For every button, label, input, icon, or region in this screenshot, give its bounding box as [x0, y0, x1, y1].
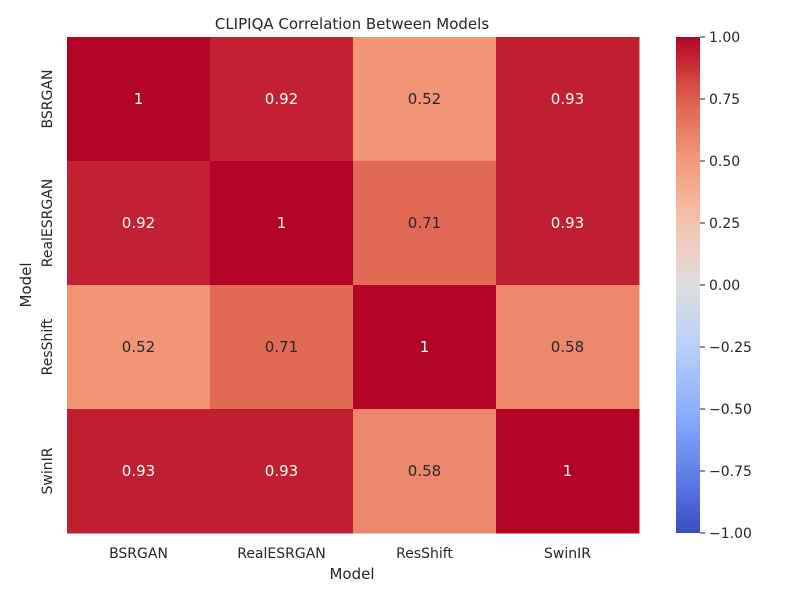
heatmap-cell	[496, 37, 640, 162]
colorbar-tick-label: 1.00	[709, 30, 740, 46]
colorbar-tick-label: 0.75	[709, 92, 740, 108]
colorbar-tick-label: −1.00	[709, 526, 752, 542]
y-tick-label: ResShift	[40, 318, 56, 375]
y-tick-label: SwinIR	[40, 447, 56, 494]
cell-value-label: 1	[420, 338, 430, 356]
y-tick-labels: BSRGAN RealESRGAN ResShift SwinIR	[40, 70, 56, 495]
heatmap-cell	[353, 285, 497, 410]
cell-value-label: 0.92	[265, 90, 298, 108]
x-axis-label: Model	[329, 565, 374, 583]
heatmap-cell	[496, 161, 640, 286]
heatmap-cell	[67, 37, 211, 162]
y-tick-label: BSRGAN	[40, 70, 56, 129]
cell-value-label: 0.93	[122, 462, 155, 480]
heatmap-cell	[67, 409, 211, 534]
heatmap-cell	[496, 285, 640, 410]
x-tick-label: ResShift	[396, 546, 453, 562]
cell-value-label: 0.58	[408, 462, 441, 480]
heatmap-cell	[210, 161, 354, 286]
x-tick-label: RealESRGAN	[237, 546, 326, 562]
colorbar-tick-label: 0.00	[709, 278, 740, 294]
heatmap-cell	[67, 285, 211, 410]
cell-value-label: 0.93	[551, 90, 584, 108]
y-axis-label: Model	[17, 262, 35, 307]
colorbar-tick-label: −0.25	[709, 340, 752, 356]
heatmap-cell	[353, 409, 497, 534]
colorbar-tick-label: 0.50	[709, 154, 740, 170]
heatmap-cell	[67, 161, 211, 286]
colorbar: 1.00 0.75 0.50 0.25 0.00 −0.25 −0.50 −0.75 −1.00	[676, 30, 752, 542]
heatmap-cell	[353, 37, 497, 162]
colorbar-tick-label: −0.75	[709, 464, 752, 480]
cell-value-label: 0.71	[265, 338, 298, 356]
x-tick-label: SwinIR	[544, 546, 591, 562]
y-tick-label: RealESRGAN	[40, 179, 56, 268]
cell-value-label: 0.58	[551, 338, 584, 356]
cell-value-label: 1	[277, 214, 287, 232]
cell-value-label: 0.52	[122, 338, 155, 356]
x-tick-labels: BSRGAN RealESRGAN ResShift SwinIR	[109, 546, 591, 562]
cell-value-label: 0.92	[122, 214, 155, 232]
colorbar-tick-label: 0.25	[709, 216, 740, 232]
cell-value-label: 0.93	[265, 462, 298, 480]
cell-value-label: 1	[134, 90, 144, 108]
heatmap-cell	[210, 37, 354, 162]
cell-value-label: 0.52	[408, 90, 441, 108]
heatmap-cells: 1 0.92 0.52 0.93 0.92 1 0.71 0.93 0.52 0.71 1 0.58 0…	[67, 37, 640, 534]
x-tick-label: BSRGAN	[109, 546, 168, 562]
cell-value-label: 0.93	[551, 214, 584, 232]
colorbar-gradient	[676, 37, 700, 533]
heatmap-cell	[210, 409, 354, 534]
heatmap-cell	[496, 409, 640, 534]
chart-title: CLIPIQA Correlation Between Models	[215, 15, 489, 33]
heatmap-cell	[353, 161, 497, 286]
colorbar-tick-label: −0.50	[709, 402, 752, 418]
heatmap-cell	[210, 285, 354, 410]
cell-value-label: 1	[563, 462, 573, 480]
cell-value-label: 0.71	[408, 214, 441, 232]
